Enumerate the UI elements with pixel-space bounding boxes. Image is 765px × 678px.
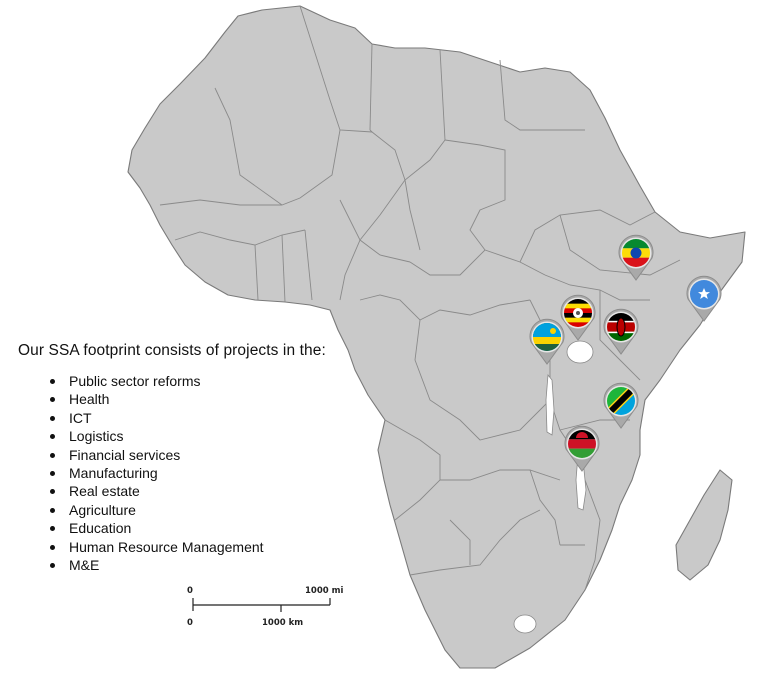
- sector-item: Public sector reforms: [50, 372, 348, 390]
- sector-list: Public sector reforms Health ICT Logisti…: [18, 372, 348, 574]
- sector-item: Financial services: [50, 446, 348, 464]
- footprint-panel: Our SSA footprint consists of projects i…: [18, 342, 348, 574]
- rwanda-flag-icon[interactable]: [529, 318, 565, 365]
- sector-item: Human Resource Management: [50, 538, 348, 556]
- scale-km-label: 1000 km: [262, 618, 303, 628]
- sector-item: ICT: [50, 409, 348, 427]
- uganda-flag-icon[interactable]: [560, 294, 596, 341]
- sector-item: Health: [50, 390, 348, 408]
- scale-zero-bottom: 0: [187, 618, 193, 628]
- sector-item: Education: [50, 519, 348, 537]
- scale-zero-top: 0: [187, 586, 193, 596]
- africa-landmass: [127, 5, 746, 669]
- sector-item: Logistics: [50, 427, 348, 445]
- malawi-flag-icon[interactable]: [564, 425, 600, 472]
- madagascar-landmass: [675, 469, 733, 581]
- tanzania-flag-icon[interactable]: [603, 382, 639, 429]
- scale-bar: 0 1000 mi 0 1000 km: [187, 586, 343, 628]
- sector-item: Real estate: [50, 482, 348, 500]
- kenya-flag-icon[interactable]: [603, 308, 639, 355]
- sector-item: Manufacturing: [50, 464, 348, 482]
- scale-miles-label: 1000 mi: [305, 586, 343, 596]
- sector-item: Agriculture: [50, 501, 348, 519]
- flag-markers: [529, 234, 722, 472]
- somalia-flag-icon[interactable]: [686, 275, 722, 322]
- footprint-title: Our SSA footprint consists of projects i…: [18, 342, 326, 359]
- lesotho-enclave: [513, 614, 537, 634]
- ethiopia-flag-icon[interactable]: [618, 234, 654, 281]
- lake-victoria: [566, 340, 594, 364]
- lake-tanganyika: [545, 373, 555, 436]
- sector-item: M&E: [50, 556, 348, 574]
